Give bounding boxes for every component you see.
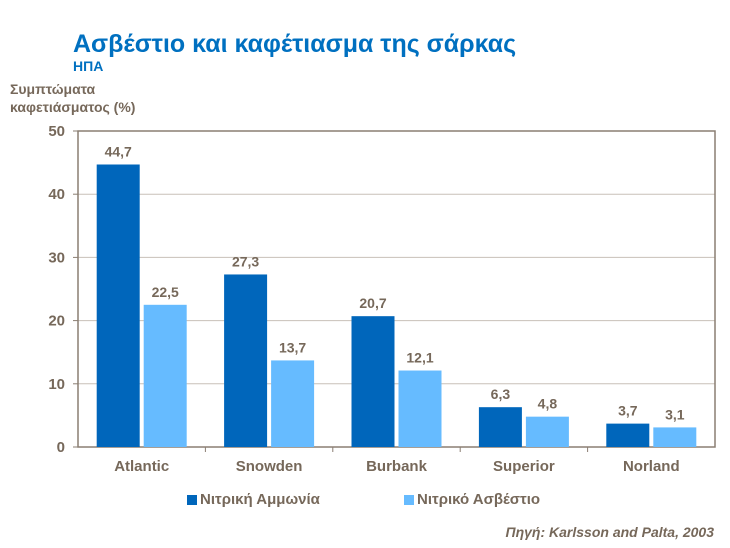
bar [653, 427, 697, 447]
data-label: 4,8 [538, 396, 558, 412]
y-tick-label: 50 [48, 123, 65, 140]
bar [525, 416, 569, 447]
data-label: 44,7 [105, 143, 132, 159]
y-tick-label: 10 [48, 376, 65, 393]
plot-frame [77, 130, 716, 448]
y-tick-label: 20 [48, 313, 65, 330]
data-label: 3,7 [618, 403, 638, 419]
bar [398, 370, 442, 447]
y-axis-label-line-2: καφετιάσματος (%) [10, 99, 136, 115]
y-tick-label: 0 [57, 439, 65, 456]
x-tick-label: Snowden [236, 458, 303, 475]
bar [351, 316, 395, 447]
y-axis-label: Συμπτώματα καφετιάσματος (%) [10, 80, 135, 116]
data-label: 3,1 [665, 406, 685, 422]
legend-item-ammonium-nitrate: Νιτρική Αμμωνία [187, 491, 320, 508]
data-label: 27,3 [232, 253, 259, 269]
data-label: 20,7 [359, 295, 386, 311]
legend-item-calcium-nitrate: Νιτρικό Ασβέστιο [404, 491, 540, 508]
source-note: Πηγή: Karlsson and Palta, 2003 [505, 524, 714, 540]
legend-swatch [404, 494, 414, 505]
bar [96, 164, 140, 447]
chart-title: Ασβέστιο και καφέτιασμα της σάρκας [73, 30, 517, 58]
bar [271, 360, 315, 447]
data-label: 13,7 [279, 339, 306, 355]
x-tick-label: Atlantic [114, 458, 169, 475]
y-axis-label-line-1: Συμπτώματα [10, 81, 96, 97]
x-tick-label: Burbank [366, 458, 428, 475]
bar [478, 407, 522, 447]
data-label: 12,1 [406, 350, 433, 366]
legend-label: Νιτρικό Ασβέστιο [417, 491, 541, 508]
y-tick-label: 40 [48, 186, 65, 203]
data-label: 6,3 [491, 386, 511, 402]
bar [224, 274, 268, 447]
y-tick-label: 30 [48, 249, 65, 266]
legend-label: Νιτρική Αμμωνία [200, 491, 320, 508]
legend-swatch [187, 494, 197, 505]
x-tick-label: Superior [493, 458, 555, 475]
x-tick-label: Norland [623, 458, 680, 475]
chart-subtitle: ΗΠΑ [73, 58, 104, 74]
bar [143, 304, 187, 447]
data-label: 22,5 [152, 284, 179, 300]
bar [606, 423, 650, 447]
